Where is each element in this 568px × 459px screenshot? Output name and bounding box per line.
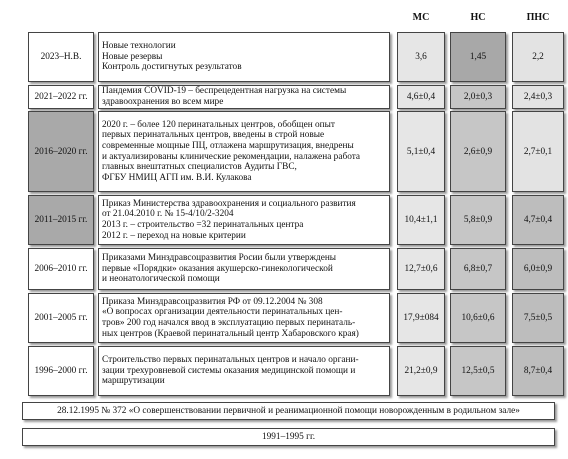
column-header: МС: [412, 12, 430, 23]
value-cell: 5,8±0,9: [450, 195, 506, 245]
description-line: и неонатологической помощи: [102, 274, 220, 285]
description-line: маршрутизации: [102, 376, 165, 387]
value-cell: 17,9±084: [397, 293, 445, 343]
description-cell: Пандемия COVID-19 – беспрецедентная нагр…: [98, 85, 390, 109]
period-cell: 2023–Н.В.: [28, 32, 94, 82]
value-cell: 2,7±0,1: [512, 111, 564, 192]
description-cell: Новые технологии Новые резервы Контроль до…: [98, 32, 390, 82]
description-line: Контроль достигнутых результатов: [102, 62, 242, 73]
description-line: Приказами Минздравсоцразвития Росии были…: [102, 253, 337, 264]
value-cell: 12,5±0,5: [450, 346, 506, 396]
description-line: от 21.04.2010 г. № 15-4/10/2-3204: [102, 209, 234, 220]
description-line: ных центров (Краевой перинатальный центр…: [102, 328, 359, 339]
description-line: первые «Порядки» оказания акушерско-гине…: [102, 263, 333, 274]
value-cell: 8,7±0,4: [512, 346, 564, 396]
description-cell: 2020 г. – более 120 перинатальных центро…: [98, 111, 390, 192]
description-line: и актуализированы клинические рекомендац…: [102, 151, 361, 162]
period-cell: 2001–2005 гг.: [28, 293, 94, 343]
description-line: «О вопросах организации деятельности пер…: [102, 307, 343, 318]
description-cell: Строительство первых перинатальных центр…: [98, 346, 390, 396]
description-line: Новые резервы: [102, 51, 163, 62]
value-cell: 10,6±0,6: [450, 293, 506, 343]
description-cell: Приказами Минздравсоцразвития Росии были…: [98, 248, 390, 290]
description-line: Приказ Министерства здравоохранения и со…: [102, 198, 356, 209]
value-cell: 12,7±0,6: [397, 248, 445, 290]
description-line: Приказа Минздравсоцразвития РФ от 09.12.…: [102, 296, 323, 307]
value-cell: 6,8±0,7: [450, 248, 506, 290]
value-cell: 1,45: [450, 32, 506, 82]
description-cell: Приказа Минздравсоцразвития РФ от 09.12.…: [98, 293, 390, 343]
period-cell: 2021–2022 гг.: [28, 85, 94, 109]
description-line: современные мощные ПЦ, отлажена маршрути…: [102, 140, 354, 151]
description-line: Строительство первых перинатальных центр…: [102, 355, 359, 366]
period-cell: 2006–2010 гг.: [28, 248, 94, 290]
value-cell: 5,1±0,4: [397, 111, 445, 192]
value-cell: 3,6: [397, 32, 445, 82]
description-line: тров» 200 год начался ввод в эксплуатаци…: [102, 318, 356, 328]
value-cell: 7,5±0,5: [512, 293, 564, 343]
description-line: 2012 г. – переход на новые критерии: [102, 230, 246, 241]
description-line: главных внештатных специалистов Аудиты Г…: [102, 162, 297, 173]
value-cell: 4,7±0,4: [512, 195, 564, 245]
value-cell: 21,2±0,9: [397, 346, 445, 396]
description-line: зации трехуровневой системы оказания мед…: [102, 365, 356, 376]
description-line: первых перинатальных центров, введены в …: [102, 130, 325, 141]
description-line: здравоохранения во всем мире: [102, 97, 224, 107]
decree-box: 28.12.1995 № 372 «О совершенствовании пе…: [22, 402, 555, 420]
value-cell: 2,6±0,9: [450, 111, 506, 192]
column-header: НС: [470, 12, 486, 23]
period-box: 1991–1995 гг.: [22, 428, 555, 446]
description-cell: Приказ Министерства здравоохранения и со…: [98, 195, 390, 245]
description-line: 2020 г. – более 120 перинатальных центро…: [102, 119, 335, 130]
period-cell: 2016–2020 гг.: [28, 111, 94, 192]
period-cell: 2011–2015 гг.: [28, 195, 94, 245]
description-line: Новые технологии: [102, 41, 176, 52]
value-cell: 2,4±0,3: [512, 85, 564, 109]
value-cell: 2,0±0,3: [450, 85, 506, 109]
description-line: ФГБУ НМИЦ АГП им. В.И. Кулакова: [102, 172, 252, 183]
value-cell: 6,0±0,9: [512, 248, 564, 290]
value-cell: 10,4±1,1: [397, 195, 445, 245]
value-cell: 4,6±0,4: [397, 85, 445, 109]
description-line: 2013 г. – строительство =32 перинатальны…: [102, 220, 304, 230]
column-header: ПНС: [526, 12, 550, 23]
description-line: Пандемия COVID-19 – беспрецедентная нагр…: [102, 86, 347, 97]
value-cell: 2,2: [512, 32, 564, 82]
period-cell: 1996–2000 гг.: [28, 346, 94, 396]
